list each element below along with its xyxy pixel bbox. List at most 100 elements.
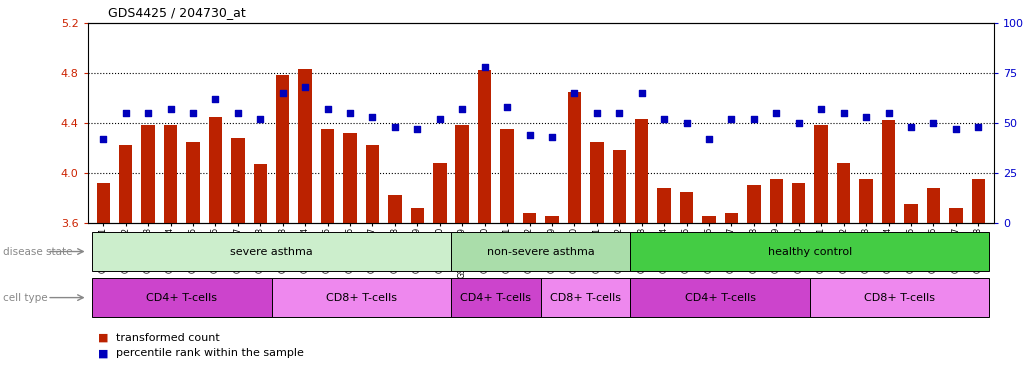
- Point: [813, 106, 829, 112]
- Bar: [321, 129, 335, 223]
- Bar: [186, 142, 200, 223]
- Bar: [141, 126, 154, 223]
- Bar: [613, 151, 626, 223]
- Bar: [590, 142, 604, 223]
- Point: [679, 120, 695, 126]
- Point: [902, 124, 919, 130]
- Bar: [837, 163, 851, 223]
- Bar: [630, 232, 990, 271]
- Bar: [272, 278, 451, 317]
- Text: disease state: disease state: [3, 247, 72, 257]
- Bar: [451, 278, 541, 317]
- Point: [140, 110, 157, 116]
- Text: cell type: cell type: [3, 293, 47, 303]
- Point: [723, 116, 740, 122]
- Point: [432, 116, 448, 122]
- Bar: [299, 69, 312, 223]
- Point: [521, 132, 538, 138]
- Point: [925, 120, 941, 126]
- Bar: [859, 179, 872, 223]
- Point: [477, 64, 493, 70]
- Point: [207, 96, 224, 102]
- Text: ■: ■: [98, 333, 108, 343]
- Point: [117, 110, 134, 116]
- Text: non-severe asthma: non-severe asthma: [487, 247, 594, 257]
- Point: [544, 134, 560, 140]
- Point: [386, 124, 403, 130]
- Bar: [634, 119, 649, 223]
- Bar: [118, 146, 133, 223]
- Point: [365, 114, 381, 120]
- Point: [970, 124, 987, 130]
- Text: CD8+ T-cells: CD8+ T-cells: [550, 293, 621, 303]
- Text: CD8+ T-cells: CD8+ T-cells: [325, 293, 397, 303]
- Point: [454, 106, 471, 112]
- Text: percentile rank within the sample: percentile rank within the sample: [116, 348, 304, 358]
- Text: CD4+ T-cells: CD4+ T-cells: [146, 293, 217, 303]
- Point: [611, 110, 627, 116]
- Point: [275, 90, 291, 96]
- Bar: [545, 217, 558, 223]
- Bar: [792, 183, 805, 223]
- Bar: [630, 278, 810, 317]
- Bar: [810, 278, 990, 317]
- Bar: [411, 208, 424, 223]
- Bar: [209, 117, 222, 223]
- Point: [588, 110, 605, 116]
- Bar: [276, 76, 289, 223]
- Bar: [501, 129, 514, 223]
- Bar: [702, 217, 716, 223]
- Point: [342, 110, 358, 116]
- Point: [319, 106, 336, 112]
- Point: [790, 120, 806, 126]
- Bar: [882, 121, 895, 223]
- Point: [163, 106, 179, 112]
- Point: [768, 110, 785, 116]
- Bar: [164, 126, 177, 223]
- Bar: [927, 188, 940, 223]
- Bar: [680, 192, 693, 223]
- Point: [633, 90, 650, 96]
- Text: CD4+ T-cells: CD4+ T-cells: [685, 293, 756, 303]
- Text: GDS4425 / 204730_at: GDS4425 / 204730_at: [108, 6, 246, 19]
- Bar: [92, 278, 272, 317]
- Bar: [478, 71, 491, 223]
- Point: [656, 116, 673, 122]
- Bar: [92, 232, 451, 271]
- Bar: [815, 126, 828, 223]
- Bar: [769, 179, 783, 223]
- Bar: [253, 164, 267, 223]
- Point: [746, 116, 762, 122]
- Point: [835, 110, 852, 116]
- Bar: [971, 179, 985, 223]
- Point: [881, 110, 897, 116]
- Bar: [388, 195, 402, 223]
- Bar: [343, 133, 356, 223]
- Point: [409, 126, 425, 132]
- Bar: [904, 204, 918, 223]
- Bar: [433, 163, 447, 223]
- Bar: [366, 146, 379, 223]
- Bar: [455, 126, 469, 223]
- Bar: [231, 138, 244, 223]
- Point: [95, 136, 111, 142]
- Point: [948, 126, 964, 132]
- Text: CD8+ T-cells: CD8+ T-cells: [864, 293, 935, 303]
- Bar: [541, 278, 630, 317]
- Point: [297, 84, 313, 90]
- Text: ■: ■: [98, 348, 108, 358]
- Bar: [97, 183, 110, 223]
- Bar: [725, 213, 739, 223]
- Point: [858, 114, 874, 120]
- Bar: [568, 92, 581, 223]
- Bar: [657, 188, 671, 223]
- Bar: [949, 208, 963, 223]
- Point: [230, 110, 246, 116]
- Point: [566, 90, 583, 96]
- Bar: [451, 232, 630, 271]
- Bar: [523, 213, 537, 223]
- Text: severe asthma: severe asthma: [230, 247, 313, 257]
- Bar: [747, 185, 760, 223]
- Point: [184, 110, 201, 116]
- Point: [252, 116, 269, 122]
